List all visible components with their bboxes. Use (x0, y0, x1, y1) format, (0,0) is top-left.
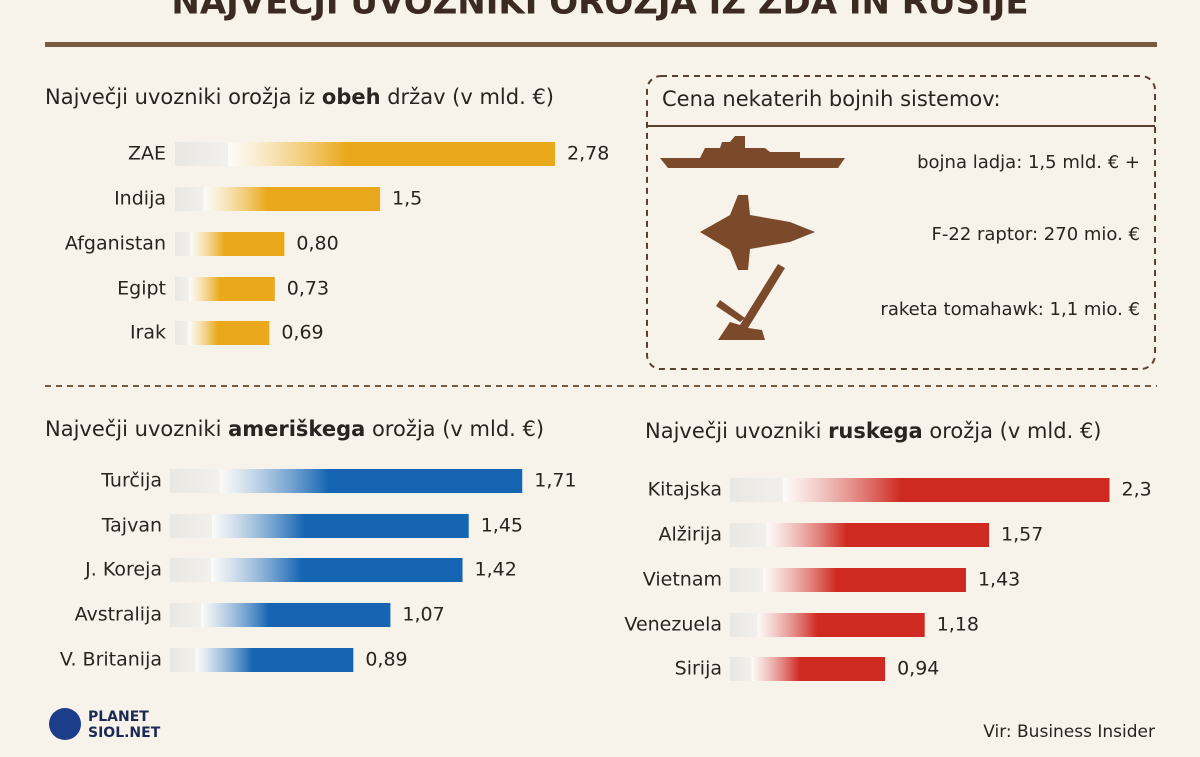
bar (175, 142, 556, 166)
main-title: NAJVEČJI UVOZNIKI OROŽJA IZ ZDA IN RUSIJ… (171, 0, 1028, 23)
category-label: Turčija (100, 470, 162, 492)
category-label: Sirija (675, 658, 722, 680)
category-label: Egipt (117, 278, 166, 300)
chart-title-part: držav (v mld. €) (381, 85, 554, 109)
chart-title-part: Največji uvozniki orožja iz (45, 85, 322, 109)
value-label: 1,43 (978, 569, 1020, 591)
category-label: Afganistan (65, 233, 166, 255)
bar (730, 657, 886, 681)
category-label: J. Koreja (84, 559, 162, 581)
source: Vir: Business Insider (983, 722, 1155, 742)
bar (730, 478, 1110, 502)
logo-globe (49, 708, 81, 740)
chart-title-part: obeh (322, 85, 381, 109)
value-label: 1,5 (392, 188, 422, 210)
value-label: 0,69 (281, 322, 323, 344)
logo-text: PLANET (88, 709, 149, 725)
bar (730, 568, 966, 592)
category-label: Alžirija (658, 524, 722, 546)
chart-title-part: Največji uvozniki (645, 419, 828, 443)
category-label: Avstralija (75, 604, 162, 626)
value-label: 0,89 (365, 649, 407, 671)
bar (175, 277, 275, 301)
bar (730, 523, 990, 547)
missile-icon (716, 264, 785, 340)
category-label: ZAE (128, 143, 166, 165)
value-label: 0,73 (287, 278, 329, 300)
chart-title-part: orožja (v mld. €) (365, 417, 544, 441)
bar (170, 469, 523, 493)
chart-title: Največji uvozniki ruskega orožja (v mld.… (645, 419, 1102, 443)
value-label: 0,80 (296, 233, 338, 255)
ship-icon (660, 136, 845, 168)
category-label: Tajvan (101, 515, 162, 537)
bar (730, 613, 925, 637)
value-label: 1,71 (534, 470, 576, 492)
bar (175, 321, 270, 345)
chart-title-part: ruskega (828, 419, 923, 443)
value-label: 1,45 (481, 515, 523, 537)
chart-title-part: orožja (v mld. €) (923, 419, 1102, 443)
bar (170, 558, 463, 582)
bar (175, 187, 381, 211)
cost-title: Cena nekaterih bojnih sistemov: (662, 87, 1001, 111)
category-label: V. Britanija (60, 649, 162, 671)
value-label: 0,94 (897, 658, 939, 680)
bar (170, 514, 469, 538)
category-label: Kitajska (648, 479, 722, 501)
cost-item: raketa tomahawk: 1,1 mio. € (880, 299, 1140, 320)
value-label: 1,18 (937, 614, 979, 636)
bar (170, 648, 354, 672)
chart-title: Največji uvozniki orožja iz obeh držav (… (45, 85, 554, 109)
cost-box (646, 75, 1156, 370)
value-label: 2,78 (567, 143, 609, 165)
value-label: 1,42 (475, 559, 517, 581)
title-rule (45, 42, 1157, 47)
cost-item: bojna ladja: 1,5 mld. € + (917, 152, 1140, 173)
category-label: Indija (114, 188, 166, 210)
chart-title-part: ameriškega (228, 417, 365, 441)
value-label: 1,57 (1001, 524, 1043, 546)
jet-icon (700, 195, 815, 270)
category-label: Venezuela (624, 614, 722, 636)
value-label: 1,07 (402, 604, 444, 626)
value-label: 2,3 (1122, 479, 1152, 501)
category-label: Vietnam (643, 569, 722, 591)
bar (170, 603, 391, 627)
logo-text: SIOL.NET (88, 725, 161, 741)
chart-title-part: Največji uvozniki (45, 417, 228, 441)
category-label: Irak (130, 322, 166, 344)
bar (175, 232, 285, 256)
cost-item: F-22 raptor: 270 mio. € (932, 224, 1140, 245)
chart-title: Največji uvozniki ameriškega orožja (v m… (45, 417, 544, 441)
